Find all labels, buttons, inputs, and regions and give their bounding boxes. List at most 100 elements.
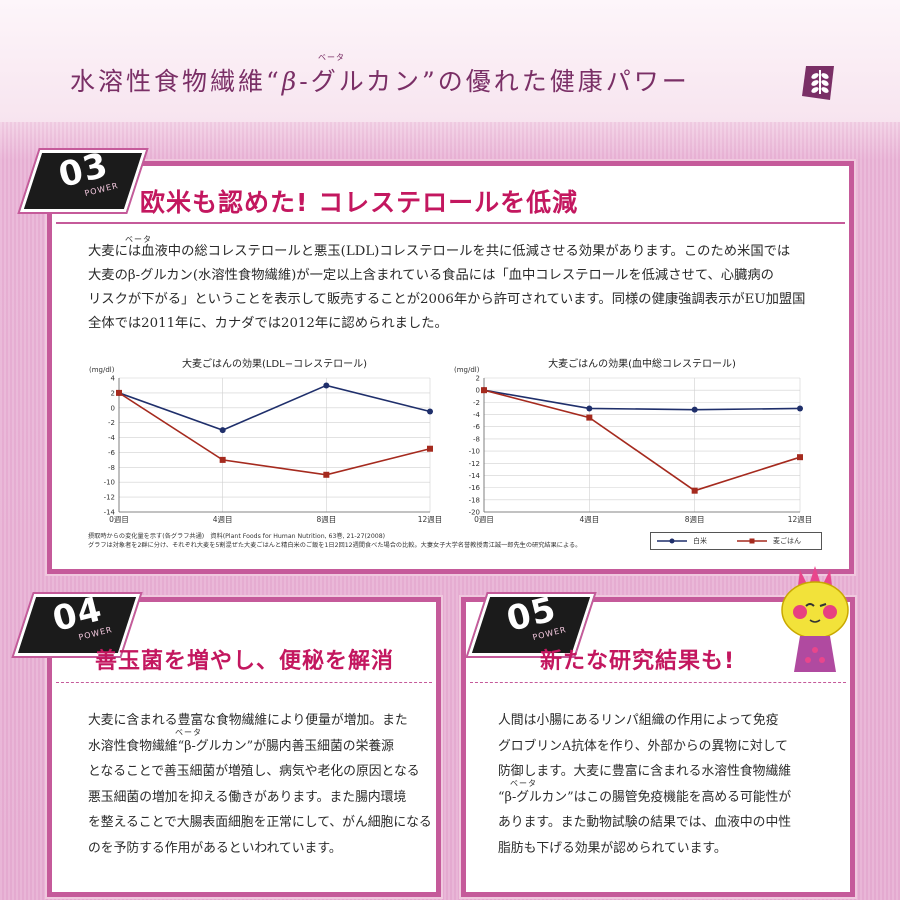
x-tick-label: 0週目 (474, 515, 494, 524)
title-suffix: -グルカン”の優れた健康パワー (299, 67, 690, 96)
legend-label-barley-rice: 麦ごはん (773, 537, 801, 545)
x-tick-label: 8週目 (316, 515, 336, 524)
body-line: リスクが下がる」ということを表示して販売することが2006年から許可されています… (88, 292, 806, 307)
x-tick-label: 8週目 (685, 515, 705, 524)
y-tick-label: 2 (476, 375, 480, 383)
y-tick-label: -2 (473, 399, 480, 407)
chart-legend: 白米 麦ごはん (650, 532, 822, 550)
ruby-beta: ベータ (175, 728, 202, 737)
title-prefix: 水溶性食物繊維“ (70, 67, 282, 96)
body-cholesterol: 大麦には血液中の総コレステロールと悪玉(LDL)コレステロールを共に低減させる効… (88, 240, 818, 336)
wheat-icon (802, 66, 834, 100)
body-gut-health: 大麦に含まれる豊富な食物繊維により便量が増加。また 水溶性食物繊維“β-グルカン… (88, 708, 432, 861)
x-tick-label: 12週目 (418, 515, 443, 524)
x-tick-label: 12週目 (788, 515, 813, 524)
body-line: となることで善玉細菌が増殖し、病気や老化の原因となる (88, 764, 420, 779)
data-point (481, 387, 487, 394)
series-line (483, 389, 801, 411)
series-line (483, 389, 801, 492)
body-line: 大麦には血液中の総コレステロールと悪玉(LDL)コレステロールを共に低減させる効… (88, 244, 791, 259)
data-point (427, 408, 433, 415)
body-line: のを予防する作用があるといわれています。 (88, 840, 342, 856)
y-tick-label: -8 (473, 435, 480, 443)
chart-svg: 大麦ごはんの効果(LDL−コレステロール) (mg/dl)4 2 0 -2 -4 -6 -8 -… (89, 357, 443, 524)
y-axis-unit: (mg/dl) (89, 366, 115, 374)
body-line: 全体では2011年に、カナダでは2012年に認められました。 (88, 316, 448, 331)
title-ruby: ベータ (318, 53, 345, 62)
y-tick-label: -10 (469, 448, 480, 456)
chart-title: 大麦ごはんの効果(LDL−コレステロール) (182, 357, 367, 370)
divider (56, 222, 845, 224)
section-title-gut-health: 善玉菌を増やし、便秘を解消 (95, 649, 395, 674)
title-beta: β (281, 67, 300, 96)
data-point (691, 487, 698, 494)
y-tick-label: -4 (473, 411, 481, 419)
section-title-research: 新たな研究結果も! (540, 649, 736, 674)
legend-label-white-rice: 白米 (693, 537, 707, 545)
chart-svg: 大麦ごはんの効果(血中総コレステロール) (mg/dl)2 0 -2 -4 -6 -8 -10… (454, 357, 813, 524)
body-research: 人間は小腸にあるリンパ組織の作用によって免疫 グロブリンA抗体を作り、外部からの… (498, 708, 820, 861)
data-point (323, 471, 330, 478)
y-tick-label: 4 (111, 375, 116, 383)
body-line: 大麦に含まれる豊富な食物繊維により便量が増加。また (88, 713, 408, 728)
y-tick-label: 0 (476, 387, 480, 395)
barley-mascot-illustration (781, 566, 849, 672)
power-badge-03: 03 POWER (19, 145, 147, 212)
y-tick-label: -16 (469, 484, 481, 492)
body-line: 悪玉細菌の増加を抑える働きがあります。また腸内環境 (88, 789, 407, 805)
y-tick-label: -4 (108, 434, 116, 442)
body-line: 水溶性食物繊維“β-グルカン”が腸内善玉細菌の栄養源 (88, 738, 394, 754)
y-tick-label: -2 (108, 419, 115, 427)
data-point (586, 405, 593, 412)
data-point (797, 454, 803, 461)
y-tick-label: 2 (111, 389, 115, 397)
footnote-line: 摂取時からの変化量を示す(各グラフ共通) 資料(Plant Foods for … (88, 533, 386, 540)
body-line: あります。また動物試験の結果では、血液中の中性 (498, 815, 792, 830)
header-band: 水溶性食物繊維“β-グルカン”の優れた健康パワー ベータ (0, 0, 900, 122)
body-line: 脂肪も下げる効果が認められています。 (498, 840, 727, 856)
data-point (427, 445, 433, 452)
x-tick-label: 4週目 (579, 515, 599, 524)
y-axis-unit: (mg/dl) (454, 366, 480, 374)
data-point (586, 414, 593, 421)
y-tick-label: -12 (104, 494, 115, 502)
legend-marker-barley-rice (737, 538, 767, 544)
body-line: グロブリンA抗体を作り、外部からの異物に対して (498, 738, 788, 754)
ruby-beta: ベータ (125, 235, 152, 244)
legend-marker-white-rice (657, 538, 687, 544)
y-tick-label: -14 (104, 509, 116, 517)
series-line (118, 384, 431, 431)
body-line: “β-グルカン”はこの腸管免疫機能を高める可能性が (498, 789, 792, 805)
chart-title: 大麦ごはんの効果(血中総コレステロール) (548, 357, 736, 370)
y-tick-label: -10 (104, 479, 115, 487)
body-line: 大麦のβ-グルカン(水溶性食物繊維)が一定以上含まれている食品には「血中コレステ… (88, 268, 774, 283)
x-tick-label: 4週目 (213, 515, 233, 524)
panel-cholesterol (52, 166, 849, 569)
y-tick-label: 0 (111, 404, 115, 412)
divider (56, 682, 432, 685)
footnote-line: グラフは対象者を2群に分け、それぞれ大麦を5割混ぜた大麦ごはんと精白米のご飯を1… (88, 542, 582, 549)
chart-footnote: 摂取時からの変化量を示す(各グラフ共通) 資料(Plant Foods for … (88, 532, 648, 550)
divider (470, 682, 846, 685)
body-line: 防御します。大麦に豊富に含まれる水溶性食物繊維 (498, 764, 792, 779)
data-point (323, 382, 330, 389)
y-tick-label: -14 (469, 472, 481, 480)
y-tick-label: -6 (108, 449, 116, 457)
section-title-cholesterol: 欧米も認めた! コレステロールを低減 (140, 188, 579, 217)
ruby-beta: ベータ (510, 779, 537, 788)
page-title: 水溶性食物繊維“β-グルカン”の優れた健康パワー (70, 62, 790, 102)
data-point (691, 406, 698, 413)
data-point (116, 389, 122, 396)
data-point (219, 427, 226, 434)
data-point (219, 456, 226, 463)
body-line: を整えることで大腸表面細胞を正常にして、がん細胞になる (88, 815, 432, 830)
body-line: 人間は小腸にあるリンパ組織の作用によって免疫 (498, 713, 779, 728)
y-tick-label: -18 (469, 496, 480, 504)
chart-ldl-cholesterol: 大麦ごはんの効果(LDL−コレステロール) (mg/dl) 4 2 0 -2 -4 -6 -8 -… (85, 356, 450, 524)
y-tick-label: -8 (108, 464, 115, 472)
chart-total-cholesterol: 大麦ごはんの効果(血中総コレステロール) (mg/dl) 2 0 -2 -4 -6 -8 -10… (450, 356, 820, 524)
y-tick-label: -6 (473, 423, 481, 431)
series-line (118, 392, 431, 476)
y-tick-label: -12 (469, 460, 480, 468)
x-tick-label: 0週目 (109, 515, 129, 524)
